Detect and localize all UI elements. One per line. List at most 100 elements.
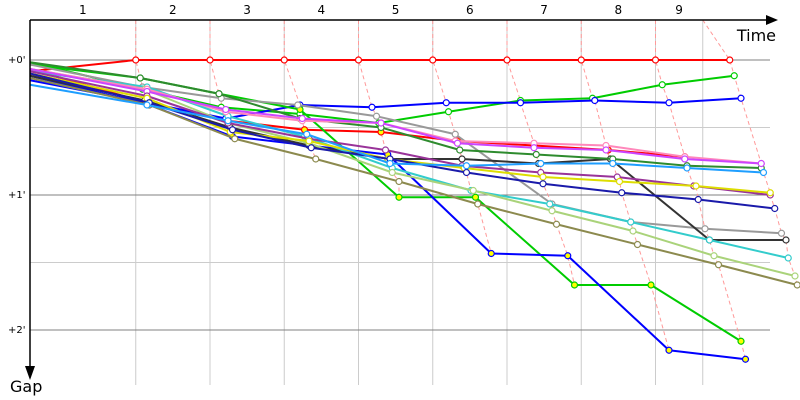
- data-point: [224, 117, 232, 125]
- data-point: [681, 155, 689, 163]
- series-line: [29, 68, 762, 165]
- data-point: [462, 162, 471, 170]
- data-point: [222, 105, 230, 114]
- series-line: [29, 68, 796, 277]
- data-point: [665, 99, 673, 107]
- data-point: [206, 56, 214, 64]
- y-tick-label: +1': [8, 190, 26, 201]
- data-point: [537, 159, 545, 168]
- data-point: [451, 130, 459, 138]
- data-point: [730, 72, 738, 80]
- y-axis-arrow-icon: [25, 366, 35, 380]
- data-point: [591, 96, 599, 105]
- data-point: [429, 56, 437, 64]
- data-point: [609, 159, 617, 168]
- data-point: [228, 126, 237, 134]
- data-point: [651, 56, 660, 64]
- data-point: [694, 195, 702, 204]
- data-point: [532, 150, 540, 159]
- series-line: [29, 72, 775, 210]
- data-point: [647, 281, 655, 289]
- data-point: [791, 272, 799, 280]
- series-line: [29, 61, 762, 169]
- data-point: [705, 236, 714, 244]
- data-point: [618, 189, 626, 197]
- data-point: [453, 139, 462, 147]
- lap-label: 6: [466, 3, 474, 17]
- data-point: [381, 146, 390, 154]
- data-point: [782, 236, 790, 244]
- data-point: [280, 56, 288, 64]
- lap-line: [702, 19, 798, 286]
- data-point: [570, 281, 579, 289]
- data-point: [777, 229, 786, 237]
- data-point: [444, 108, 453, 116]
- data-point: [372, 112, 381, 120]
- lap-label: 2: [169, 3, 177, 17]
- data-point: [395, 177, 403, 186]
- data-point: [701, 225, 709, 233]
- data-point: [386, 159, 394, 168]
- series-1: [29, 56, 734, 73]
- data-point: [658, 81, 666, 89]
- data-point: [629, 227, 637, 235]
- data-point: [726, 56, 734, 64]
- data-point: [757, 159, 765, 168]
- data-point: [766, 189, 774, 197]
- x-axis-arrow-icon: [766, 15, 778, 25]
- series-line: [29, 59, 730, 73]
- data-point: [298, 114, 306, 123]
- data-point: [546, 200, 554, 208]
- series-line: [29, 63, 782, 235]
- lap-label: 3: [243, 3, 251, 17]
- data-point: [771, 204, 779, 213]
- data-point: [737, 337, 745, 345]
- data-point: [784, 254, 792, 262]
- series-line: [29, 68, 762, 165]
- data-point: [516, 99, 525, 107]
- data-point: [577, 56, 585, 64]
- series-line: [29, 77, 798, 286]
- data-point: [564, 252, 572, 260]
- lap-label: 4: [318, 3, 326, 17]
- data-point: [354, 56, 363, 64]
- data-point: [294, 101, 302, 109]
- data-point: [458, 155, 466, 163]
- lap-label: 8: [615, 3, 623, 17]
- data-point: [395, 193, 403, 201]
- data-point: [665, 346, 673, 354]
- y-axis-label: Gap: [10, 377, 42, 396]
- data-point: [737, 94, 745, 102]
- data-point: [692, 182, 700, 190]
- series-11: [29, 77, 800, 289]
- data-point: [548, 207, 556, 215]
- data-point: [368, 103, 376, 111]
- data-point: [793, 281, 800, 289]
- data-point: [312, 155, 320, 163]
- data-point: [615, 177, 624, 186]
- data-point: [741, 355, 750, 363]
- data-point: [303, 130, 311, 138]
- data-point: [714, 261, 723, 269]
- lap-label: 7: [540, 3, 548, 17]
- data-point: [469, 186, 477, 195]
- data-point: [307, 144, 315, 152]
- data-point: [530, 144, 538, 152]
- series-line: [29, 83, 764, 174]
- data-point: [683, 164, 691, 172]
- data-point: [456, 146, 464, 154]
- data-point: [710, 252, 718, 260]
- series-line: [29, 70, 771, 196]
- data-point: [759, 168, 768, 177]
- data-point: [539, 180, 547, 188]
- data-point: [633, 240, 642, 249]
- data-point: [471, 193, 480, 201]
- series-18: [29, 83, 768, 177]
- data-point: [215, 90, 223, 98]
- data-point: [627, 218, 635, 226]
- lap-label: 1: [79, 3, 87, 17]
- data-point: [503, 56, 511, 64]
- x-axis-label: Time: [736, 26, 776, 45]
- lap-label: 5: [392, 3, 400, 17]
